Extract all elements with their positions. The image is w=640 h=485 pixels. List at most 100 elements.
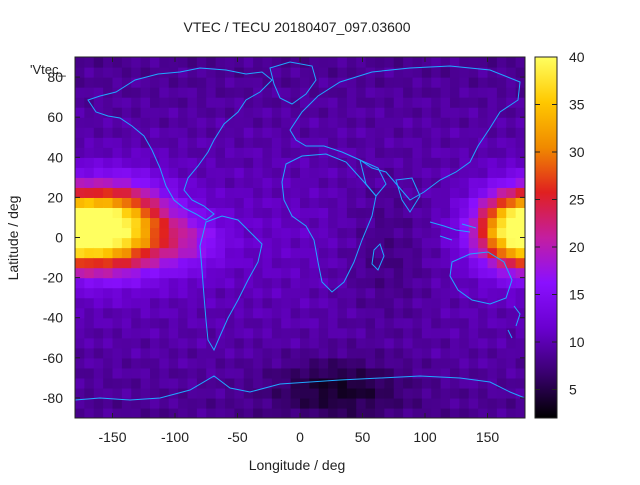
heatmap-cell	[506, 217, 517, 229]
heatmap-cell	[450, 267, 460, 279]
heatmap-cell	[356, 307, 367, 319]
heatmap-cell	[421, 247, 432, 259]
heatmap-cell	[421, 207, 432, 219]
heatmap-cell	[121, 77, 132, 88]
heatmap-cell	[253, 267, 264, 279]
heatmap-cell	[506, 297, 517, 309]
heatmap-cell	[346, 277, 357, 289]
heatmap-cell	[375, 387, 385, 399]
heatmap-cell	[178, 397, 189, 409]
heatmap-cell	[393, 297, 404, 309]
heatmap-cell	[112, 257, 123, 269]
heatmap-cell	[309, 387, 320, 399]
heatmap-cell	[281, 177, 292, 188]
heatmap-cell	[271, 327, 282, 339]
heatmap-cell	[393, 197, 404, 209]
heatmap-cell	[253, 377, 264, 389]
heatmap-cell	[384, 367, 395, 379]
heatmap-cell	[309, 117, 320, 128]
heatmap-cell	[131, 147, 142, 158]
heatmap-cell	[112, 247, 123, 259]
heatmap-cell	[84, 147, 95, 158]
heatmap-cell	[365, 57, 376, 68]
heatmap-cell	[459, 277, 470, 289]
heatmap-cell	[84, 217, 95, 229]
heatmap-cell	[253, 317, 264, 329]
heatmap-cell	[168, 397, 179, 409]
heatmap-cell	[196, 357, 207, 369]
heatmap-cell	[225, 237, 235, 249]
heatmap-cell	[328, 227, 339, 239]
heatmap-cell	[225, 97, 235, 108]
heatmap-cell	[487, 197, 498, 209]
heatmap-cell	[131, 317, 142, 329]
heatmap-cell	[215, 77, 226, 88]
heatmap-cell	[253, 257, 264, 269]
heatmap-cell	[328, 327, 339, 339]
heatmap-cell	[309, 167, 320, 178]
heatmap-cell	[440, 407, 451, 418]
heatmap-cell	[403, 97, 414, 108]
heatmap-cell	[159, 197, 170, 209]
heatmap-cell	[431, 247, 442, 259]
heatmap-cell	[187, 67, 198, 78]
heatmap-cell	[103, 317, 114, 329]
heatmap-cell	[318, 177, 329, 188]
heatmap-cell	[403, 317, 414, 329]
heatmap-cell	[159, 407, 170, 418]
heatmap-cell	[84, 317, 95, 329]
heatmap-cell	[84, 187, 95, 198]
heatmap-cell	[121, 167, 132, 178]
heatmap-cell	[515, 177, 525, 188]
heatmap-cell	[131, 217, 142, 229]
heatmap-cell	[178, 387, 189, 399]
heatmap-cell	[140, 257, 151, 269]
heatmap-cell	[187, 237, 198, 249]
heatmap-cell	[131, 287, 142, 299]
heatmap-cell	[337, 307, 348, 319]
heatmap-cell	[178, 337, 189, 349]
heatmap-cell	[375, 337, 385, 349]
heatmap-cell	[440, 347, 451, 359]
heatmap-cell	[384, 327, 395, 339]
heatmap-cell	[375, 407, 385, 418]
heatmap-cell	[328, 197, 339, 209]
heatmap-cell	[478, 287, 489, 299]
heatmap-cell	[300, 267, 310, 279]
heatmap-cell	[365, 167, 376, 178]
heatmap-cell	[225, 197, 235, 209]
heatmap-cell	[234, 377, 245, 389]
heatmap-cell	[281, 287, 292, 299]
heatmap-cell	[196, 347, 207, 359]
heatmap-cell	[178, 257, 189, 269]
heatmap-cell	[506, 317, 517, 329]
heatmap-cell	[206, 357, 217, 369]
heatmap-cell	[168, 347, 179, 359]
heatmap-cell	[412, 227, 423, 239]
heatmap-cell	[365, 97, 376, 108]
heatmap-cell	[187, 317, 198, 329]
heatmap-cell	[187, 187, 198, 198]
heatmap-cell	[328, 237, 339, 249]
heatmap-cell	[515, 67, 525, 78]
heatmap-cell	[478, 167, 489, 178]
heatmap-cell	[440, 307, 451, 319]
heatmap-cell	[365, 247, 376, 259]
heatmap-cell	[478, 87, 489, 98]
heatmap-cell	[243, 87, 254, 98]
heatmap-cell	[150, 407, 160, 418]
heatmap-cell	[206, 97, 217, 108]
heatmap-cell	[431, 267, 442, 279]
heatmap-cell	[318, 367, 329, 379]
heatmap-cell	[75, 267, 85, 279]
heatmap-cell	[318, 107, 329, 118]
heatmap-cell	[450, 367, 460, 379]
heatmap-cell	[168, 187, 179, 198]
heatmap-cell	[168, 97, 179, 108]
heatmap-cell	[318, 377, 329, 389]
heatmap-cell	[309, 267, 320, 279]
heatmap-cell	[478, 207, 489, 219]
heatmap-cell	[168, 367, 179, 379]
heatmap-cell	[328, 217, 339, 229]
heatmap-cell	[150, 57, 160, 68]
